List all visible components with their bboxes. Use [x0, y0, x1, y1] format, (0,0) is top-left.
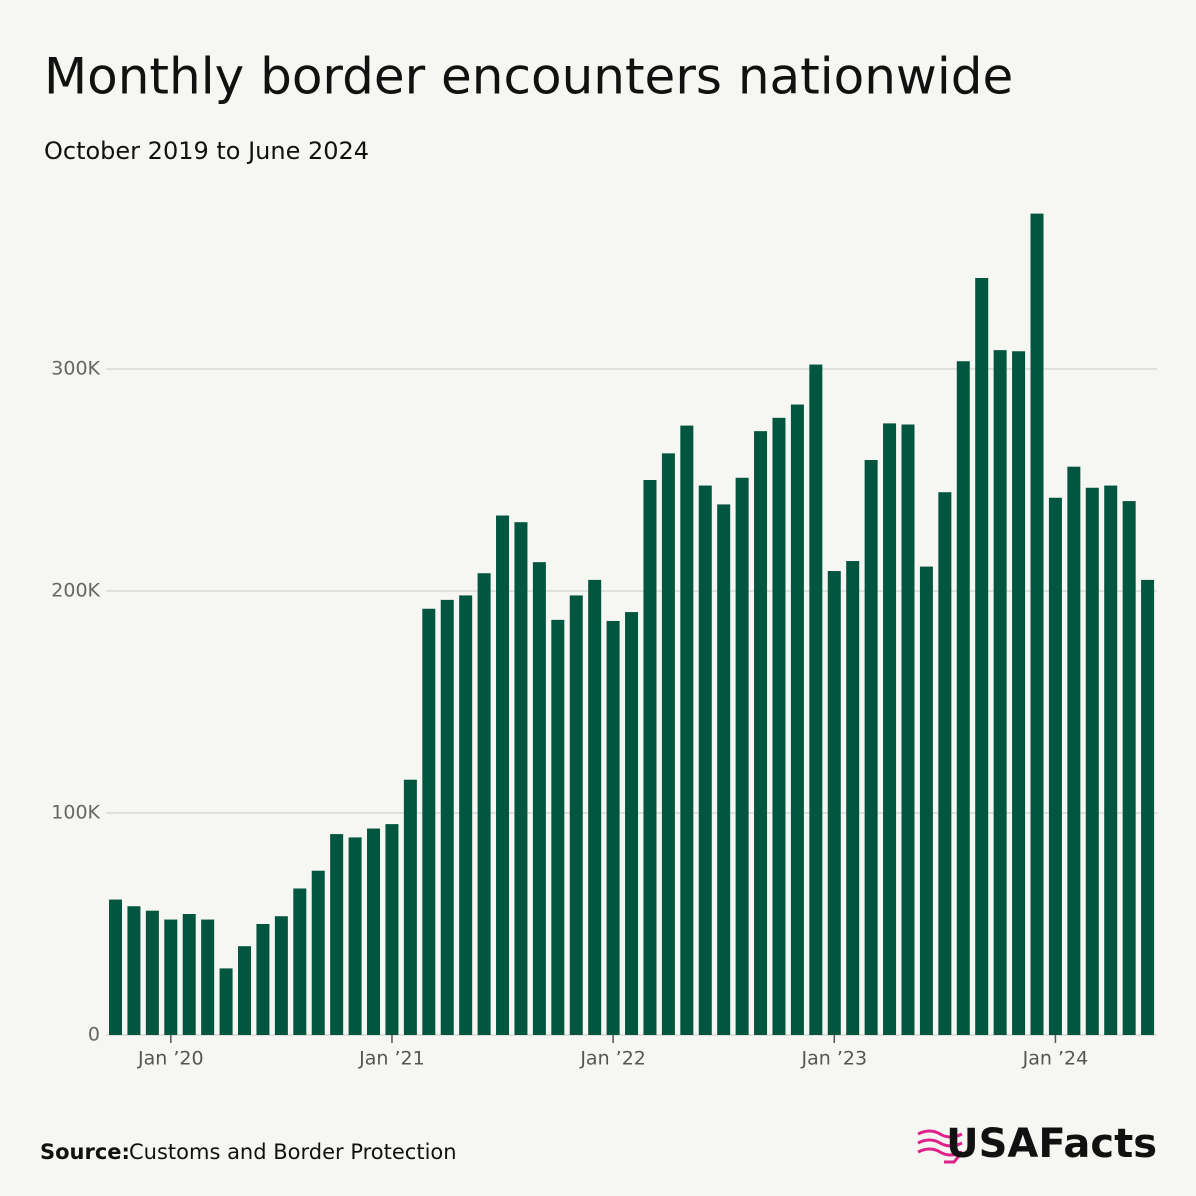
bar [477, 573, 491, 1035]
bar [201, 919, 215, 1035]
bar [772, 417, 786, 1036]
bar [864, 460, 878, 1035]
bar [1030, 213, 1044, 1036]
x-tick-label: Jan ’20 [137, 1048, 204, 1070]
bar [145, 910, 159, 1035]
bar [1048, 497, 1062, 1035]
bar [440, 599, 454, 1035]
source-label: Source: [40, 1140, 130, 1164]
chart-subtitle: October 2019 to June 2024 [44, 137, 369, 165]
bar [1067, 466, 1081, 1035]
bar [606, 620, 620, 1035]
bar [182, 914, 196, 1035]
bar [661, 453, 675, 1035]
logo-icon [917, 1129, 964, 1164]
bar [901, 424, 915, 1035]
y-tick-label: 200K [51, 580, 100, 602]
bar [330, 834, 344, 1035]
bar [827, 571, 841, 1035]
bar [403, 779, 417, 1035]
bar [551, 619, 565, 1035]
chart-title: Monthly border encounters nationwide [44, 48, 1013, 106]
bar [1122, 501, 1136, 1036]
y-tick-label: 0 [88, 1024, 100, 1046]
bar [643, 480, 657, 1035]
bar [883, 423, 897, 1035]
logo: USAFacts [946, 1121, 1157, 1167]
bar [1141, 579, 1155, 1035]
bar [127, 906, 141, 1035]
bar [164, 919, 178, 1035]
bar [1085, 487, 1099, 1035]
x-tick-label: Jan ’22 [579, 1048, 646, 1070]
y-tick-label: 300K [51, 358, 100, 380]
bar [422, 608, 436, 1035]
x-tick-label: Jan ’24 [1022, 1048, 1089, 1070]
bar [367, 828, 381, 1035]
bar [680, 425, 694, 1035]
bar [846, 561, 860, 1035]
bar [975, 277, 989, 1036]
bar [938, 492, 952, 1036]
bar [625, 612, 639, 1035]
bar [348, 837, 362, 1035]
bar [754, 431, 768, 1035]
bar [496, 515, 510, 1035]
bar [919, 566, 933, 1035]
bar [956, 361, 970, 1036]
bar [698, 485, 712, 1035]
bar [588, 579, 602, 1035]
x-tick-label: Jan ’21 [358, 1048, 425, 1070]
bar [256, 924, 270, 1035]
bar [809, 364, 823, 1035]
bar [293, 888, 307, 1035]
bar [109, 899, 122, 1035]
bar [219, 968, 233, 1035]
source: Customs and Border Protection [129, 1140, 457, 1164]
bar [311, 870, 325, 1035]
bar [1012, 351, 1026, 1035]
bar [735, 477, 749, 1035]
bar [514, 522, 528, 1035]
bar [274, 916, 288, 1035]
bar [993, 350, 1007, 1035]
bar [790, 404, 804, 1035]
bar [238, 946, 252, 1035]
y-tick-label: 100K [51, 802, 100, 824]
x-tick-label: Jan ’23 [800, 1048, 867, 1070]
bar [532, 562, 546, 1035]
bar [459, 595, 473, 1035]
bar [569, 595, 583, 1035]
bar [385, 824, 399, 1035]
bar [1104, 485, 1118, 1035]
bar [717, 504, 731, 1035]
